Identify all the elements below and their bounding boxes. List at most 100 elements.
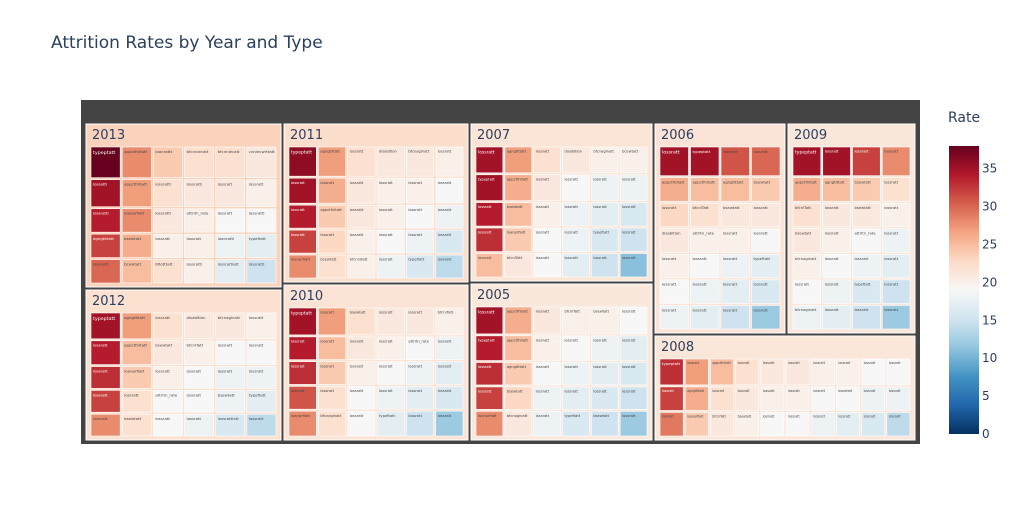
treemap-cell xyxy=(751,177,781,202)
cell-label: bsewtatt xyxy=(723,205,740,210)
colorbar-tick-label: 0 xyxy=(982,427,990,441)
treemap-cell xyxy=(760,386,785,411)
cell-label: bfcnlTatt xyxy=(438,311,454,315)
cell-label: lossratt xyxy=(291,233,305,237)
treemap-cell xyxy=(318,307,346,336)
cell-label: lossratt xyxy=(249,182,264,187)
cell-label: lossratt xyxy=(438,414,452,418)
treemap-cell xyxy=(153,233,183,258)
cell-label: lossratt xyxy=(320,311,334,315)
treemap-cell xyxy=(246,146,277,178)
treemap-cell xyxy=(710,386,734,411)
cell-label: loanprflatt xyxy=(687,415,704,419)
treemap-cell xyxy=(184,413,214,437)
treemap-cell xyxy=(246,179,277,208)
cell-label: lossratt xyxy=(565,390,579,394)
cell-label: lossratt xyxy=(855,150,869,154)
treemap-cell xyxy=(562,411,590,437)
treemap-cell xyxy=(121,340,152,365)
cell-label: lossratt xyxy=(565,338,579,342)
cell-label: typeftatt xyxy=(249,236,266,241)
treemap-cell xyxy=(690,146,720,176)
treemap-cell xyxy=(288,146,317,177)
treemap-cell xyxy=(533,253,561,278)
treemap-cell xyxy=(475,386,504,410)
treemap-cell xyxy=(533,146,561,174)
cell-label: lossratt xyxy=(249,368,264,373)
cell-label: loanrattl xyxy=(218,236,234,241)
cell-label: lossratt xyxy=(754,282,769,287)
treemap-cell xyxy=(659,202,689,228)
treemap-cell xyxy=(318,386,346,410)
treemap-cell xyxy=(435,177,464,204)
cell-label: lossrattlatt xyxy=(218,261,240,266)
cell-label: lossratt xyxy=(754,231,769,236)
cell-label: appctfnltatt xyxy=(507,338,529,342)
cell-label: lossratt xyxy=(754,307,769,312)
treemap-cell xyxy=(184,208,214,233)
cell-label: typeptatt xyxy=(291,150,312,156)
treemap-cell xyxy=(475,146,504,174)
cell-label: typeftatt xyxy=(754,256,771,261)
cell-label: lossratt xyxy=(622,310,636,314)
cell-label: disabltlon xyxy=(187,315,206,320)
cell-label: lossratt xyxy=(622,177,636,181)
treemap-cell xyxy=(215,413,246,437)
treemap-cell xyxy=(406,410,434,437)
treemap-cell xyxy=(90,413,121,437)
treemap-cell xyxy=(562,253,590,278)
treemap-cell xyxy=(406,336,434,360)
cell-label: lossratt xyxy=(723,282,738,287)
treemap-cell xyxy=(785,386,810,411)
cell-label: loanprflatt xyxy=(507,231,526,235)
treemap-cell xyxy=(90,259,121,284)
treemap-cell xyxy=(318,361,346,385)
treemap-cell xyxy=(792,177,822,202)
cell-label: lossratt xyxy=(622,390,636,394)
treemap-cell xyxy=(121,413,152,437)
cell-label: lossratt xyxy=(536,365,550,369)
cell-label: lossrattl xyxy=(249,261,265,266)
treemap-cell xyxy=(533,202,561,227)
group-label-2007: 2007 xyxy=(477,128,510,143)
cell-label: bfcnaginatt xyxy=(795,257,817,261)
cell-label: lossratt xyxy=(788,361,801,365)
treemap-cell xyxy=(406,307,434,336)
cell-label: bfcnnlecatt xyxy=(187,149,209,154)
treemap-cell xyxy=(215,208,246,233)
cell-label: typeftatt xyxy=(565,414,581,418)
cell-label: lossratt xyxy=(593,256,607,260)
cell-label: lossratt xyxy=(218,343,233,348)
treemap-cell xyxy=(246,208,277,233)
treemap-cell xyxy=(852,228,881,253)
cell-label: typeftatt xyxy=(855,283,872,287)
cell-label: lossratt xyxy=(478,390,492,394)
treemap-cell xyxy=(785,358,810,386)
cell-label: agngtlttatt xyxy=(825,180,846,184)
treemap-cell xyxy=(619,202,648,227)
cell-label: lossratt xyxy=(155,368,170,373)
treemap-cell xyxy=(886,386,911,411)
treemap-cell xyxy=(215,259,246,284)
cell-label: lossratt xyxy=(379,233,393,237)
treemap-cell xyxy=(533,174,561,201)
treemap-cell xyxy=(720,146,750,176)
colorbar-tick-label: 10 xyxy=(982,351,997,365)
cell-label: lossrattl xyxy=(155,211,171,216)
treemap-cell xyxy=(406,254,434,279)
treemap-cell xyxy=(504,227,532,252)
cell-label: lossratt xyxy=(408,208,422,212)
cell-label: typeptatt xyxy=(693,149,711,154)
treemap-cell xyxy=(822,305,851,330)
cell-label: lossrattl xyxy=(93,261,109,266)
cell-label: lossratt xyxy=(889,361,902,365)
cell-label: lossratt xyxy=(864,389,877,393)
treemap-cell xyxy=(861,386,886,411)
cell-label: lossratt xyxy=(218,211,233,216)
treemap-cell xyxy=(184,179,214,208)
treemap-cell xyxy=(504,253,532,278)
cell-label: lossratt xyxy=(438,258,452,262)
treemap-cell xyxy=(751,305,781,330)
cell-label: lossratt xyxy=(218,368,233,373)
